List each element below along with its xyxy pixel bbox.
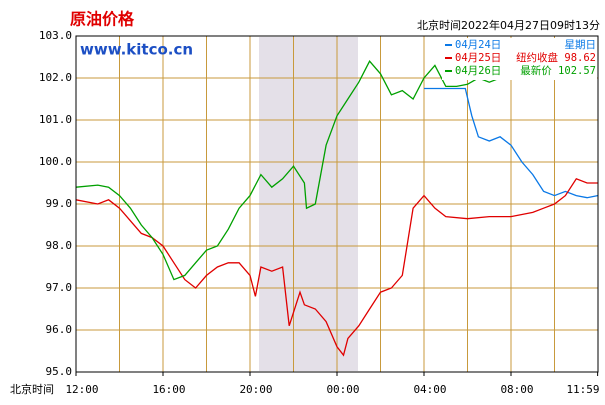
legend-note: 星期日 [565, 39, 597, 51]
x-tick-label: 04:00 [413, 383, 446, 396]
watermark: www.kitco.cn [80, 41, 193, 59]
legend-label: 04月24日 [455, 39, 501, 51]
x-axis-label: 北京时间 [10, 382, 54, 396]
legend-note: 纽约收盘 98.62 [516, 51, 596, 64]
y-tick-label: 102.0 [39, 71, 72, 84]
legend-label: 04月25日 [455, 52, 501, 64]
x-tick-label: 12:00 [65, 383, 98, 396]
y-tick-label: 95.0 [46, 365, 73, 378]
x-tick-label: 00:00 [326, 383, 359, 396]
y-tick-label: 98.0 [46, 239, 73, 252]
y-tick-label: 101.0 [39, 113, 72, 126]
legend-box [442, 38, 597, 80]
x-tick-label: 08:00 [500, 383, 533, 396]
price-line [424, 87, 598, 199]
x-tick-label: 20:00 [239, 383, 272, 396]
legend-note: 最新价 102.57 [520, 64, 596, 77]
y-tick-label: 96.0 [46, 323, 73, 336]
y-tick-label: 103.0 [39, 29, 72, 42]
price-line [75, 60, 509, 281]
chart-title: 原油价格 [70, 10, 135, 29]
y-tick-label: 100.0 [39, 155, 72, 168]
timestamp: 北京时间2022年04月27日09时13分 [417, 18, 600, 32]
x-tick-label: 11:59 [566, 383, 599, 396]
y-tick-label: 99.0 [46, 197, 73, 210]
x-tick-label: 16:00 [152, 383, 185, 396]
y-tick-label: 97.0 [46, 281, 73, 294]
legend-label: 04月26日 [455, 65, 501, 77]
price-line [75, 178, 598, 357]
